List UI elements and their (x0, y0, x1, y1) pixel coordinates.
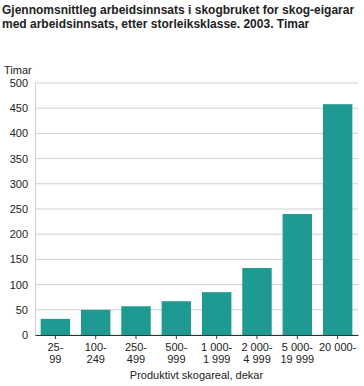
y-tick: 500 (10, 77, 35, 89)
x-tick: 500-999 (165, 335, 187, 365)
x-tick-mark (136, 335, 137, 339)
x-tick-label-line: 249 (87, 353, 105, 365)
y-tick: 450 (10, 102, 35, 114)
y-axis-title: Timar (4, 64, 32, 76)
y-tick: 250 (10, 203, 35, 215)
y-tick-label: 500 (10, 77, 28, 89)
y-tick-label: 50 (16, 304, 28, 316)
x-tick-mark (95, 335, 96, 339)
grid-line (35, 209, 358, 210)
x-tick-mark (176, 335, 177, 339)
x-tick-label-line: 2 000- (241, 341, 273, 353)
x-tick-mark (55, 335, 56, 339)
x-tick-label-line: 1 000- (201, 341, 233, 353)
y-tick-label: 150 (10, 253, 28, 265)
bar (121, 306, 150, 335)
x-tick-label-line: 500- (165, 341, 187, 353)
x-axis-line (36, 335, 359, 336)
y-tick-label: 350 (10, 153, 28, 165)
x-tick-label: 250-499 (125, 341, 147, 365)
x-tick: 25-99 (47, 335, 63, 365)
y-tick-label: 400 (10, 127, 28, 139)
grid-line (35, 158, 358, 159)
y-tick-label: 250 (10, 203, 28, 215)
x-tick-label-line: 99 (49, 353, 61, 365)
y-tick: 50 (16, 304, 35, 316)
grid (35, 83, 358, 335)
x-tick-label-line: 25- (47, 341, 63, 353)
x-tick: 5 000-19 999 (280, 335, 314, 365)
title-line: med arbeidsinnsats, etter storleiksklass… (2, 17, 310, 31)
x-tick-label-line: 1 999 (203, 353, 231, 365)
bar (41, 319, 70, 335)
grid-line (35, 133, 358, 134)
x-axis: 25-99 100-249 250-499 500-999 1 000-1 999 2 0… (36, 335, 359, 365)
x-tick-label: 20 000- (319, 341, 357, 353)
y-tick-label: 300 (10, 178, 28, 190)
bar (323, 104, 352, 335)
bar (283, 214, 312, 335)
x-tick-label-line: 4 999 (243, 353, 271, 365)
bars (41, 104, 353, 335)
y-tick-label: 450 (10, 102, 28, 114)
y-tick-label: 100 (10, 279, 28, 291)
y-tick: 150 (10, 253, 35, 265)
x-tick-label-line: 100- (85, 341, 107, 353)
y-tick-label: 0 (22, 329, 28, 341)
y-axis-line (35, 84, 36, 336)
chart: Gjennomsnittleg arbeidsinnsats i skogbru… (0, 0, 364, 386)
title: Gjennomsnittleg arbeidsinnsats i skogbru… (2, 3, 354, 31)
bar (202, 292, 231, 335)
y-tick: 350 (10, 153, 35, 165)
x-tick: 100-249 (85, 335, 107, 365)
x-tick-mark (337, 335, 338, 339)
x-tick: 2 000-4 999 (241, 335, 273, 365)
x-tick-mark (216, 335, 217, 339)
bar (81, 310, 110, 335)
x-tick-label-line: 19 999 (280, 353, 314, 365)
x-tick-label-line: 5 000- (282, 341, 314, 353)
grid-line (35, 83, 358, 84)
x-tick-label: 1 000-1 999 (201, 341, 233, 365)
x-tick: 1 000-1 999 (201, 335, 233, 365)
x-tick: 250-499 (125, 335, 147, 365)
x-tick-mark (297, 335, 298, 339)
y-tick: 400 (10, 127, 35, 139)
bar (242, 268, 271, 335)
y-tick: 100 (10, 279, 35, 291)
x-tick-label: 500-999 (165, 341, 187, 365)
x-tick-label-line: 499 (127, 353, 145, 365)
x-tick-label: 5 000-19 999 (280, 341, 314, 365)
y-tick: 300 (10, 178, 35, 190)
x-tick-label: 2 000-4 999 (241, 341, 273, 365)
x-axis-title: Produktivt skogareal, dekar (130, 369, 264, 381)
y-tick: 200 (10, 228, 35, 240)
plot: 05010015020025030035040045050025-99100-2… (10, 77, 359, 365)
x-tick-label-line: 999 (167, 353, 185, 365)
y-tick: 0 (22, 329, 35, 341)
x-tick-mark (256, 335, 257, 339)
x-tick-label: 25-99 (47, 341, 63, 365)
x-tick-label-line: 250- (125, 341, 147, 353)
title-line: Gjennomsnittleg arbeidsinnsats i skogbru… (2, 3, 354, 17)
y-axis: 0 50 100 150 200 250 300 350 400 450 500 (10, 77, 36, 341)
grid-line (35, 183, 358, 184)
bar (162, 301, 191, 335)
x-tick: 20 000- (319, 335, 357, 353)
y-tick-label: 200 (10, 228, 28, 240)
grid-line (35, 108, 358, 109)
x-tick-label: 100-249 (85, 341, 107, 365)
x-tick-label-line: 20 000- (319, 341, 357, 353)
